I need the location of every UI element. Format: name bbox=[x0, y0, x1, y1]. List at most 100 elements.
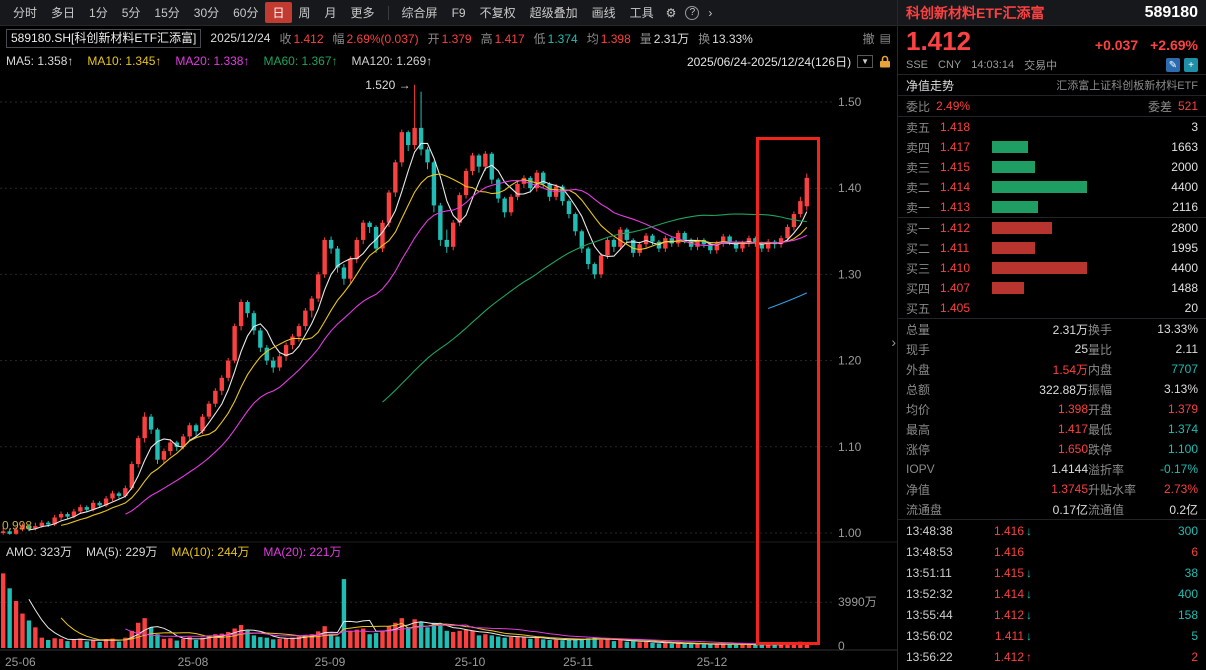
ask-qty: 4400 bbox=[1171, 180, 1198, 194]
stat-value: 1.4144 bbox=[1051, 462, 1088, 476]
date-range-selector[interactable]: 2025/06/24-2025/12/24(126日) bbox=[686, 54, 852, 69]
period-tab[interactable]: 周 bbox=[298, 6, 311, 20]
ask-level-label: 卖一 bbox=[906, 200, 931, 215]
toolbar-item[interactable]: 不复权 bbox=[479, 6, 516, 20]
period-tab[interactable]: 1分 bbox=[89, 6, 108, 20]
kline-chart-region: 1.00 1.10 1.20 1.30 1.40 1.50 3990万 0 1.520 → 0.9… bbox=[0, 72, 897, 670]
period-tab[interactable]: 多日 bbox=[51, 6, 76, 20]
toolbar-item[interactable]: 超级叠加 bbox=[529, 6, 578, 20]
svg-text:1.20: 1.20 bbox=[838, 354, 862, 368]
tick-row: 13:56:22 1.412 ↑ 2 bbox=[898, 646, 1206, 667]
bid-row[interactable]: 买四 1.407 1488 bbox=[898, 278, 1206, 298]
stat-label: 现手 bbox=[906, 342, 931, 357]
field-value: 1.417 bbox=[494, 31, 525, 46]
bid-row[interactable]: 买三 1.410 4400 bbox=[898, 258, 1206, 278]
divider bbox=[898, 318, 1206, 319]
price-change: +0.037 bbox=[1094, 37, 1139, 53]
chevron-right-icon[interactable]: › bbox=[708, 5, 713, 20]
stat-label: 涨停 bbox=[906, 442, 931, 457]
period-tab[interactable]: 月 bbox=[324, 6, 337, 20]
divider bbox=[898, 116, 1206, 117]
bid-row[interactable]: 买二 1.411 1995 bbox=[898, 238, 1206, 258]
svg-text:3990万: 3990万 bbox=[838, 595, 877, 609]
stat-row: 现手 25 量比 2.11 bbox=[898, 339, 1206, 359]
toolbar-item[interactable]: 画线 bbox=[591, 6, 616, 20]
ask-price: 1.418 bbox=[940, 120, 971, 134]
ask-qty: 3 bbox=[1191, 120, 1198, 134]
toolbar-item[interactable]: 综合屏 bbox=[401, 6, 438, 20]
ask-row[interactable]: 卖二 1.414 4400 bbox=[898, 177, 1206, 197]
grid-icon[interactable]: ▤ bbox=[879, 31, 891, 45]
ask-row[interactable]: 卖五 1.418 3 bbox=[898, 117, 1206, 137]
tick-price: 1.414 bbox=[993, 586, 1024, 601]
stat-value: 0.2亿 bbox=[1169, 502, 1198, 517]
edit-icon[interactable]: ✎ bbox=[1166, 58, 1180, 72]
stat-label: 溢折率 bbox=[1088, 462, 1125, 477]
stat-label: 最低 bbox=[1088, 422, 1113, 437]
stat-row: 均价 1.398 开盘 1.379 bbox=[898, 399, 1206, 419]
tick-price: 1.416 bbox=[993, 544, 1024, 559]
ask-qty: 2116 bbox=[1172, 200, 1198, 214]
bid-level-label: 买五 bbox=[906, 301, 931, 316]
toolbar-item[interactable]: 工具 bbox=[629, 6, 654, 20]
quote-field: 幅 2.69%(0.037) bbox=[333, 30, 419, 47]
period-tab[interactable]: 分时 bbox=[13, 6, 38, 20]
kline-chart[interactable]: 1.00 1.10 1.20 1.30 1.40 1.50 3990万 0 1.520 → 0.9… bbox=[0, 72, 897, 670]
weicha-label: 委差 bbox=[1147, 99, 1172, 114]
gear-icon[interactable]: ⚙ bbox=[665, 5, 677, 20]
ask-row[interactable]: 卖一 1.413 2116 bbox=[898, 197, 1206, 217]
panel-collapse-handle[interactable]: › bbox=[891, 334, 896, 350]
tick-price: 1.412 bbox=[993, 607, 1024, 622]
ma-legend-item: MA120: 1.269↑ bbox=[351, 54, 433, 68]
tick-direction-down-icon: ↓ bbox=[1026, 523, 1032, 538]
bid-row[interactable]: 买一 1.412 2800 bbox=[898, 218, 1206, 238]
quote-panel: 科创新材料ETF汇添富 589180 1.412 +0.037 +2.69% S… bbox=[897, 0, 1206, 670]
bid-row[interactable]: 买五 1.405 20 bbox=[898, 298, 1206, 318]
chevron-down-icon[interactable]: ▼ bbox=[857, 54, 873, 68]
period-tab[interactable]: 日 bbox=[265, 2, 292, 23]
tick-row: 13:51:11 1.415 ↓ 38 bbox=[898, 562, 1206, 583]
tick-direction-down-icon: ↓ bbox=[1026, 565, 1032, 580]
stat-label: 总量 bbox=[906, 322, 931, 337]
ask-row[interactable]: 卖三 1.415 2000 bbox=[898, 157, 1206, 177]
period-toolbar: 分时 多日 1分 5分 15分 30分 60分日周月更多 综合屏 F9 不复权 超级叠加 画线 工具 … bbox=[0, 0, 897, 26]
ask-level-label: 卖二 bbox=[906, 180, 931, 195]
nav-row[interactable]: 净值走势 汇添富上证科创板新材料ETF bbox=[898, 75, 1206, 95]
bid-level-label: 买二 bbox=[906, 241, 931, 256]
trail-label[interactable]: 撤 bbox=[862, 31, 875, 46]
bid-qty: 1995 bbox=[1171, 241, 1198, 255]
period-tab[interactable]: 60分 bbox=[233, 6, 259, 20]
bid-price: 1.412 bbox=[940, 221, 971, 235]
ask-row[interactable]: 卖四 1.417 1663 bbox=[898, 137, 1206, 157]
bid-depth-bar bbox=[992, 242, 1035, 254]
currency-label: CNY bbox=[938, 59, 962, 71]
last-price: 1.412 bbox=[906, 26, 972, 56]
quote-field: 均 1.398 bbox=[587, 30, 631, 47]
stat-value: 3.13% bbox=[1163, 382, 1198, 396]
fund-full-name: 汇添富上证科创板新材料ETF bbox=[1056, 80, 1198, 92]
tick-row: 13:55:44 1.412 ↓ 158 bbox=[898, 604, 1206, 625]
stat-label: 外盘 bbox=[906, 362, 931, 377]
stat-row: 流通盘 0.17亿 流通值 0.2亿 bbox=[898, 499, 1206, 519]
stat-value: 1.54万 bbox=[1052, 362, 1088, 377]
stat-value: 1.374 bbox=[1167, 422, 1198, 436]
period-tab[interactable]: 5分 bbox=[121, 6, 141, 20]
tick-time: 13:56:02 bbox=[906, 628, 953, 643]
lock-icon[interactable] bbox=[879, 55, 891, 68]
nav-trend-label[interactable]: 净值走势 bbox=[906, 78, 955, 93]
grid-lines bbox=[0, 101, 897, 651]
tick-direction-down-icon: ↓ bbox=[1026, 607, 1032, 622]
toolbar-item[interactable]: F9 bbox=[451, 5, 466, 20]
symbol-chip[interactable]: 589180.SH[科创新材料ETF汇添富] bbox=[6, 28, 202, 48]
period-tab[interactable]: 30分 bbox=[193, 6, 220, 20]
add-icon[interactable]: + bbox=[1184, 58, 1198, 72]
period-tab[interactable]: 15分 bbox=[154, 6, 180, 20]
divider bbox=[898, 519, 1206, 520]
weicha-value: 521 bbox=[1177, 99, 1198, 113]
help-icon[interactable]: ? bbox=[685, 5, 700, 20]
tick-price: 1.416 bbox=[993, 523, 1024, 538]
bid-level-label: 买四 bbox=[906, 281, 931, 296]
quote-field: 收 1.412 bbox=[279, 30, 323, 47]
period-tab[interactable]: 更多 bbox=[350, 6, 375, 20]
last-price-row: 1.412 +0.037 +2.69% bbox=[898, 26, 1206, 56]
